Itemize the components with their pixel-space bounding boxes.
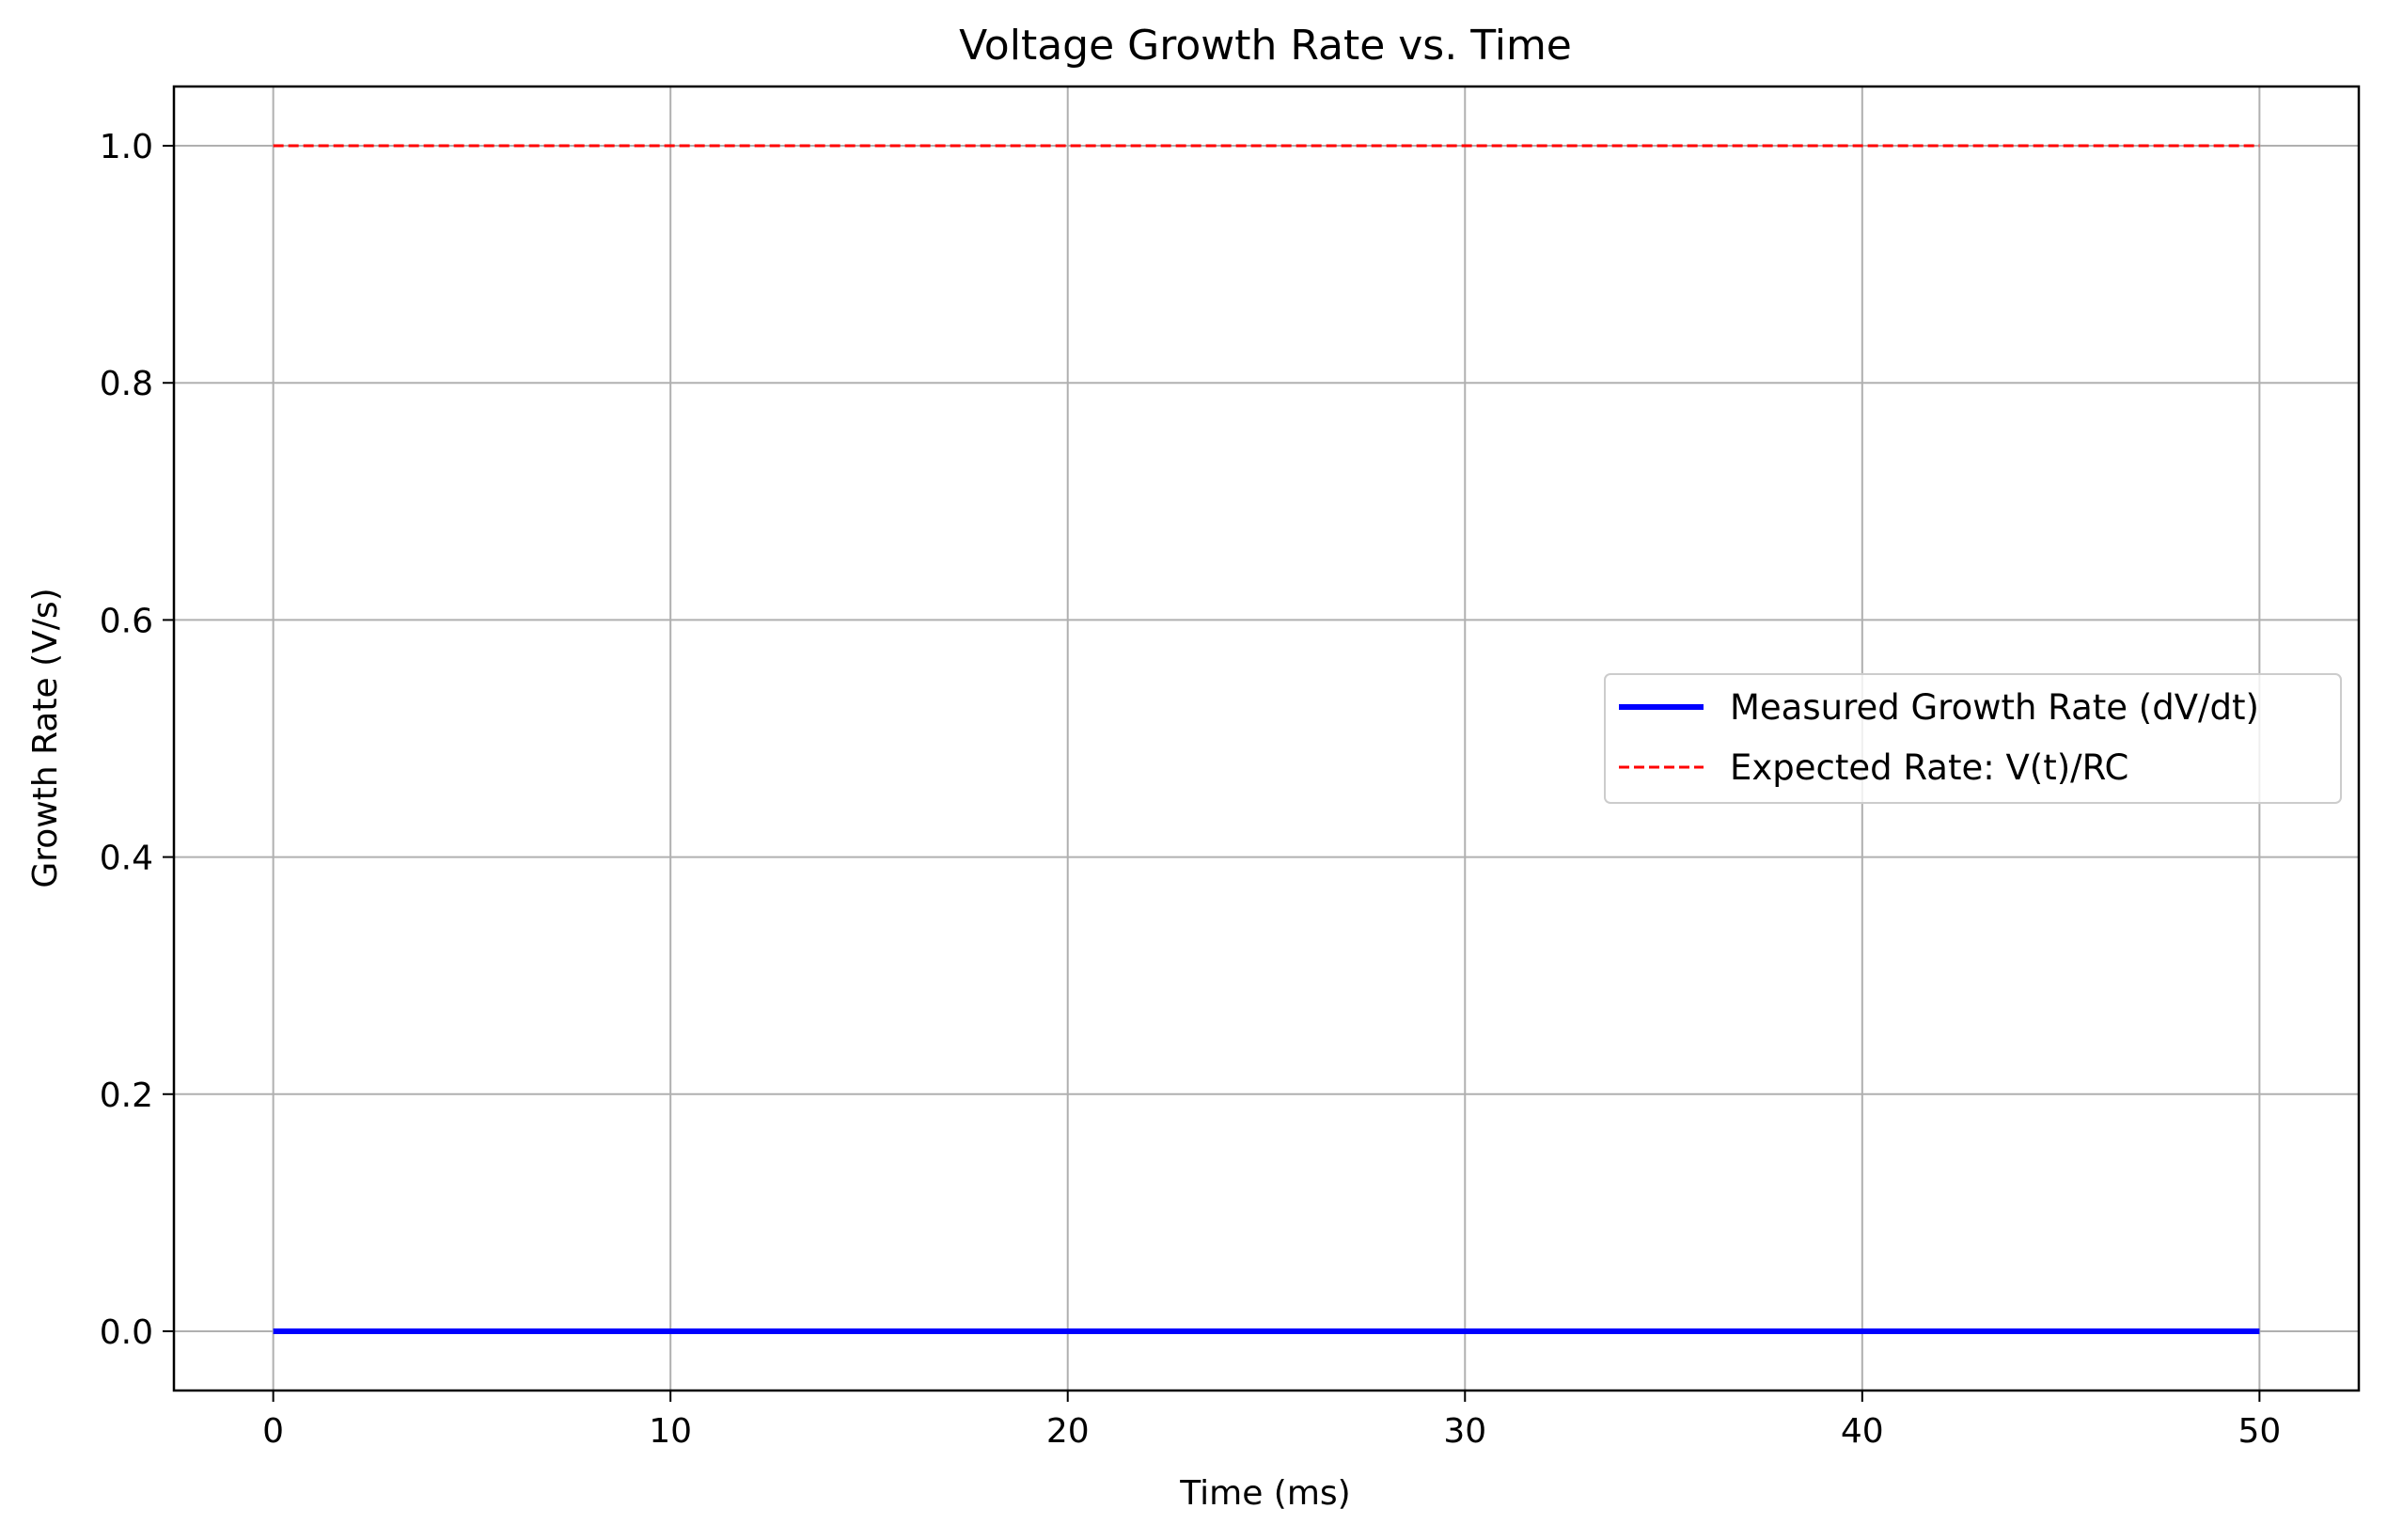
plot-frame [172, 85, 2361, 1392]
x-tick-label: 40 [1841, 1412, 1884, 1451]
plot-area [172, 85, 2361, 1392]
x-tick-label: 0 [262, 1412, 284, 1451]
series-group [273, 144, 2260, 1334]
y-axis-label: Growth Rate (V/s) [26, 588, 65, 888]
x-tick-label: 10 [649, 1412, 692, 1451]
y-tick-label: 0.0 [100, 1313, 153, 1352]
x-axis-label: Time (ms) [1179, 1474, 1350, 1513]
chart-title: Voltage Growth Rate vs. Time [959, 22, 1572, 70]
y-tick-label: 0.2 [100, 1076, 153, 1115]
x-tick-label: 50 [2238, 1412, 2281, 1451]
y-tick-label: 0.4 [100, 840, 153, 878]
y-tick-label: 0.6 [100, 602, 153, 640]
y-axis-ticks: 0.0 0.2 0.4 0.6 0.8 1.0 [100, 128, 174, 1352]
y-tick-label: 1.0 [100, 128, 153, 166]
legend: Measured Growth Rate (dV/dt) Expected Ra… [1604, 673, 2342, 804]
legend-label-measured: Measured Growth Rate (dV/dt) [1730, 687, 2259, 728]
legend-box [1604, 673, 2342, 804]
x-tick-label: 20 [1046, 1412, 1090, 1451]
legend-label-expected: Expected Rate: V(t)/RC [1730, 747, 2128, 788]
x-axis-ticks: 0 10 20 30 40 50 [262, 1391, 2281, 1451]
y-tick-label: 0.8 [100, 365, 153, 403]
x-tick-label: 30 [1443, 1412, 1486, 1451]
